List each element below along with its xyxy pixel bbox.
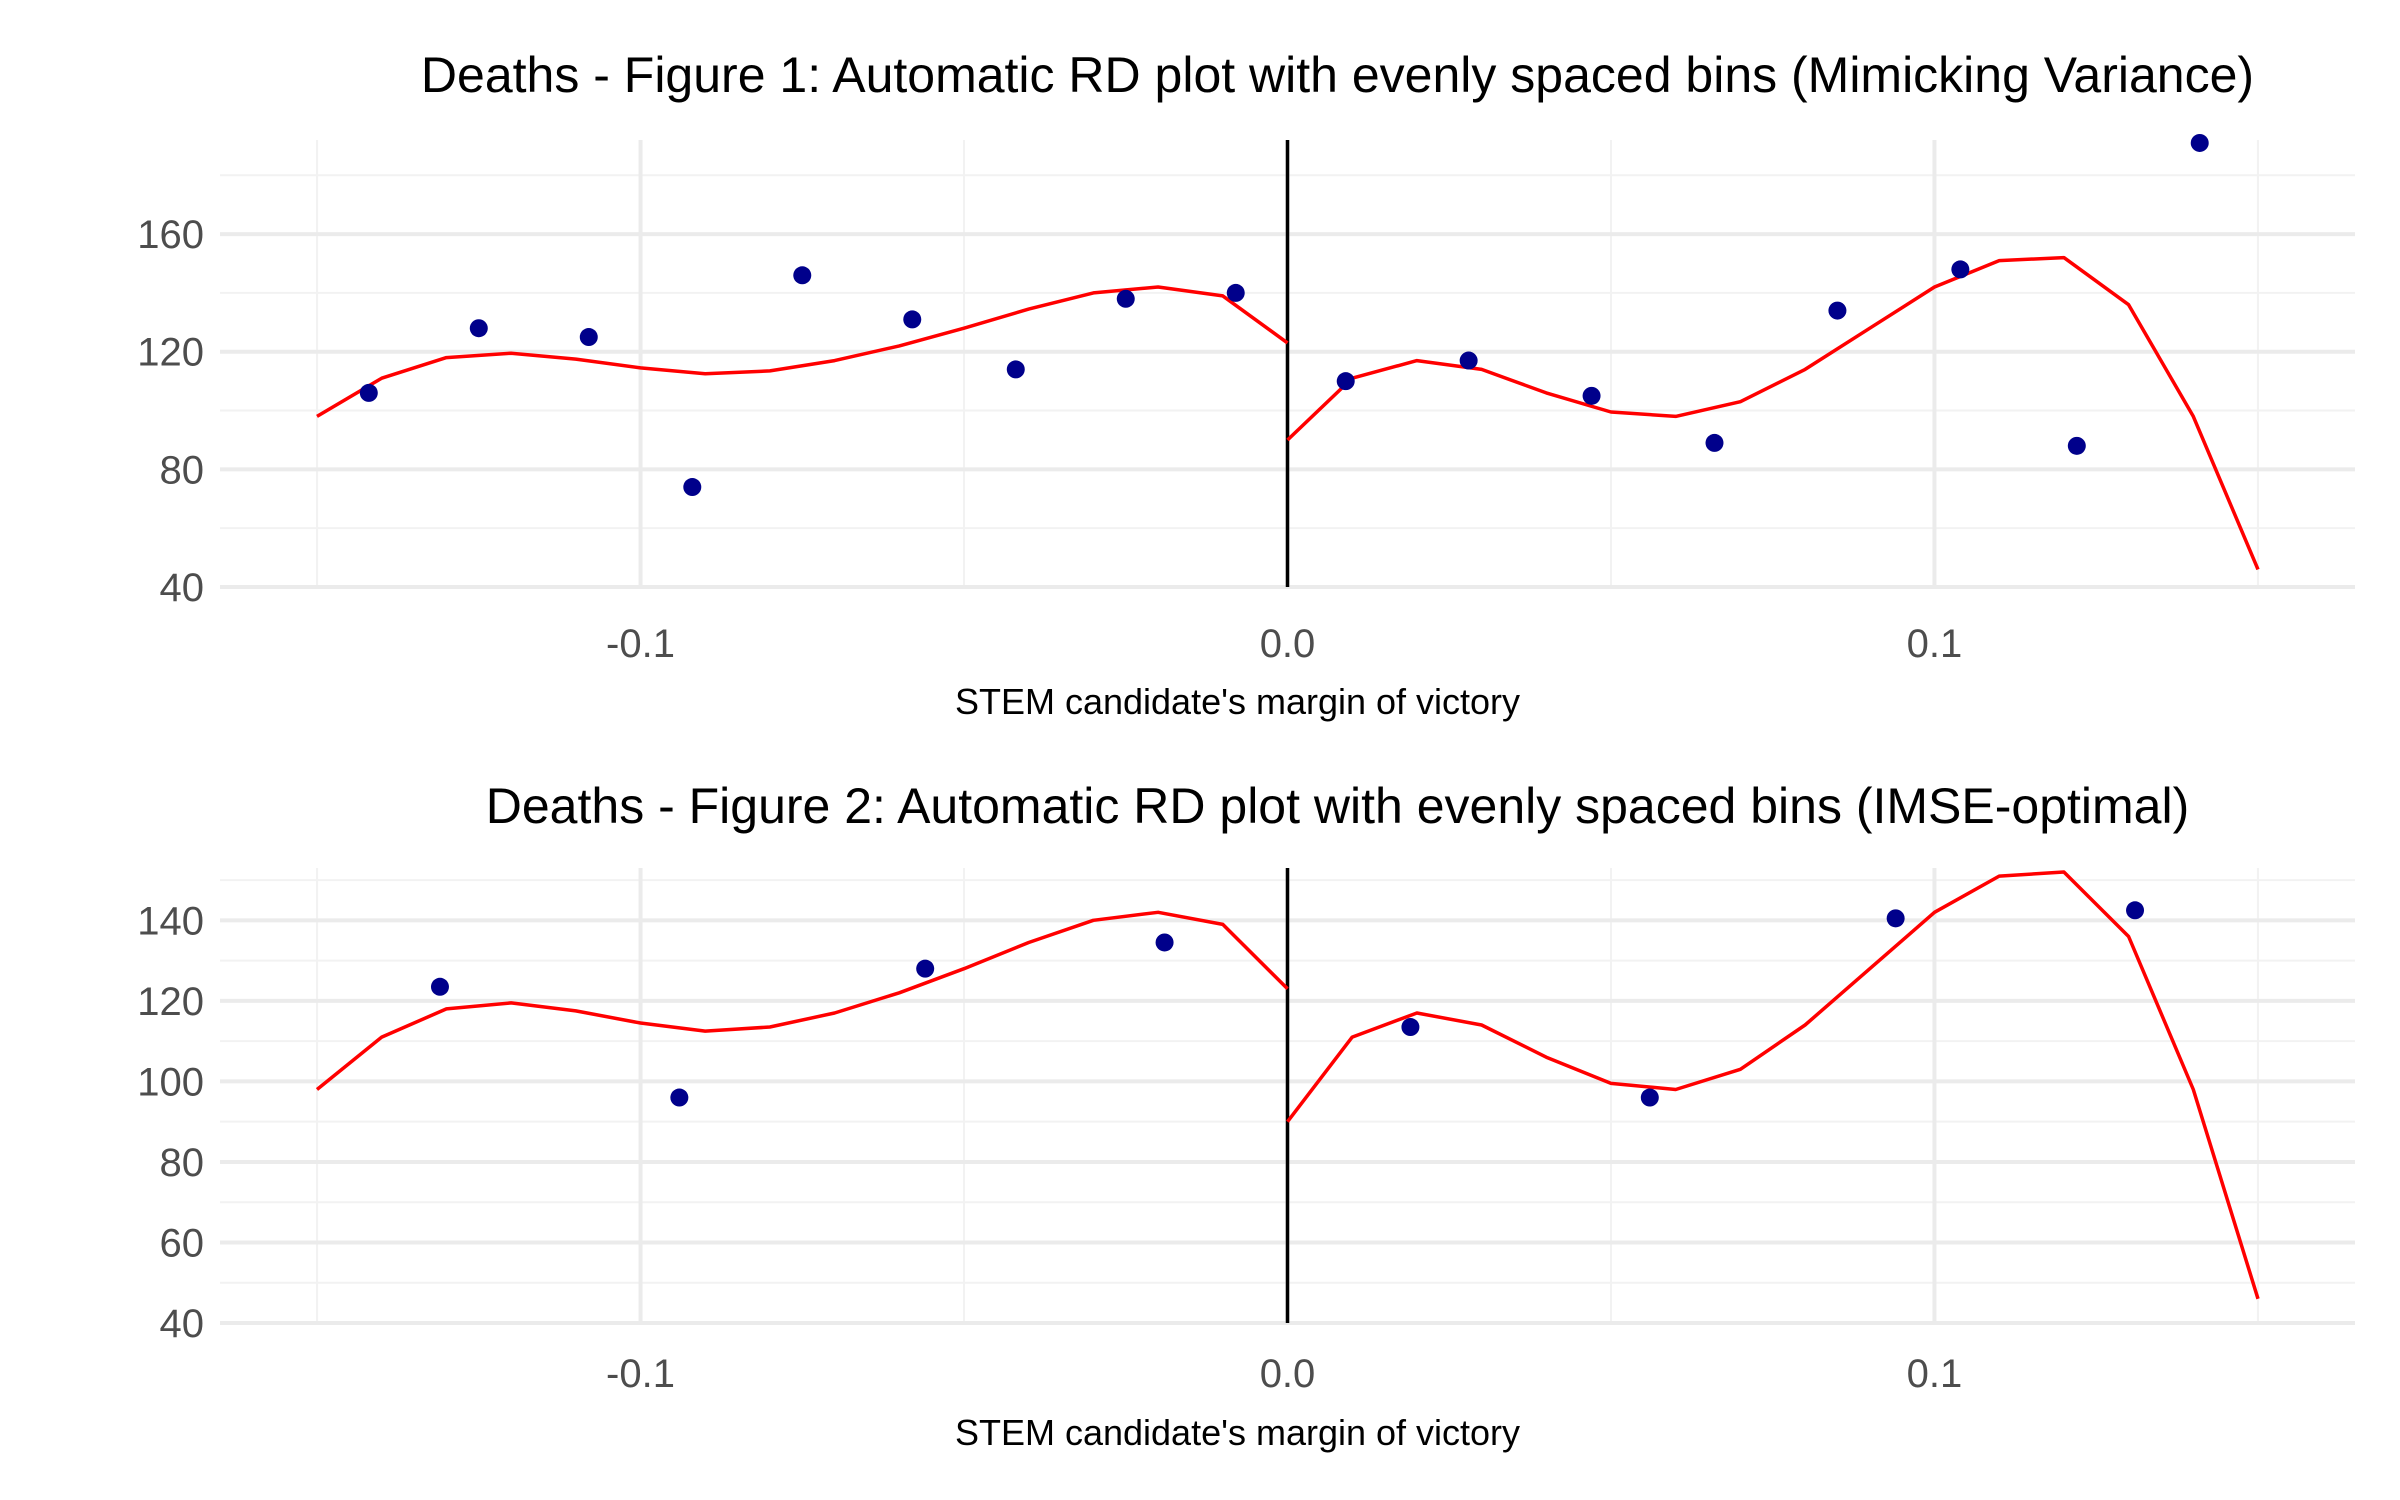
data-point bbox=[1336, 372, 1355, 391]
y-tick-label: 80 bbox=[160, 1141, 205, 1185]
chart-panel-2: Deaths - Figure 2: Automatic RD plot wit… bbox=[137, 778, 2355, 1453]
data-point bbox=[1116, 289, 1135, 308]
data-point bbox=[1951, 260, 1970, 279]
y-tick-label: 60 bbox=[160, 1221, 205, 1265]
y-tick-label: 40 bbox=[160, 1302, 205, 1346]
x-tick-label: 0.1 bbox=[1907, 622, 1963, 666]
data-point bbox=[1401, 1018, 1420, 1037]
y-tick-label: 80 bbox=[160, 448, 205, 492]
y-tick-label: 120 bbox=[137, 331, 204, 375]
y-tick-label: 160 bbox=[137, 213, 204, 257]
data-point bbox=[670, 1088, 689, 1107]
data-point bbox=[1459, 351, 1478, 370]
y-tick-label: 140 bbox=[137, 899, 204, 943]
fit-line-left bbox=[315, 910, 1289, 1091]
data-point bbox=[430, 977, 449, 996]
x-axis-label: STEM candidate's margin of victory bbox=[955, 1412, 1520, 1453]
data-point bbox=[1155, 933, 1174, 952]
data-point bbox=[359, 383, 378, 402]
chart-title: Deaths - Figure 1: Automatic RD plot wit… bbox=[421, 47, 2254, 103]
y-tick-label: 120 bbox=[137, 980, 204, 1024]
chart-title: Deaths - Figure 2: Automatic RD plot wit… bbox=[486, 778, 2189, 834]
data-point bbox=[1705, 433, 1724, 452]
chart-panel-1: Deaths - Figure 1: Automatic RD plot wit… bbox=[137, 47, 2355, 722]
data-point bbox=[1828, 301, 1847, 320]
data-point bbox=[1640, 1088, 1659, 1107]
x-tick-label: 0.1 bbox=[1907, 1352, 1963, 1396]
y-tick-label: 40 bbox=[160, 566, 205, 610]
x-tick-label: 0.0 bbox=[1260, 1352, 1316, 1396]
data-point bbox=[793, 266, 812, 285]
data-point bbox=[2126, 901, 2145, 920]
x-tick-label: -0.1 bbox=[606, 1352, 675, 1396]
y-tick-label: 100 bbox=[137, 1060, 204, 1104]
data-point bbox=[1886, 909, 1905, 928]
data-point bbox=[579, 328, 598, 347]
x-axis-label: STEM candidate's margin of victory bbox=[955, 681, 1520, 722]
data-point bbox=[916, 959, 935, 978]
fit-line-right bbox=[1286, 870, 2260, 1300]
x-tick-label: -0.1 bbox=[606, 622, 675, 666]
data-point bbox=[469, 319, 488, 338]
x-tick-label: 0.0 bbox=[1260, 622, 1316, 666]
data-point bbox=[1006, 360, 1025, 379]
data-point bbox=[903, 310, 922, 329]
fit-line-right bbox=[1286, 255, 2260, 571]
data-point bbox=[2190, 133, 2209, 152]
data-point bbox=[1582, 386, 1601, 405]
data-point bbox=[1226, 283, 1245, 302]
data-point bbox=[2067, 436, 2086, 455]
data-point bbox=[683, 478, 702, 497]
